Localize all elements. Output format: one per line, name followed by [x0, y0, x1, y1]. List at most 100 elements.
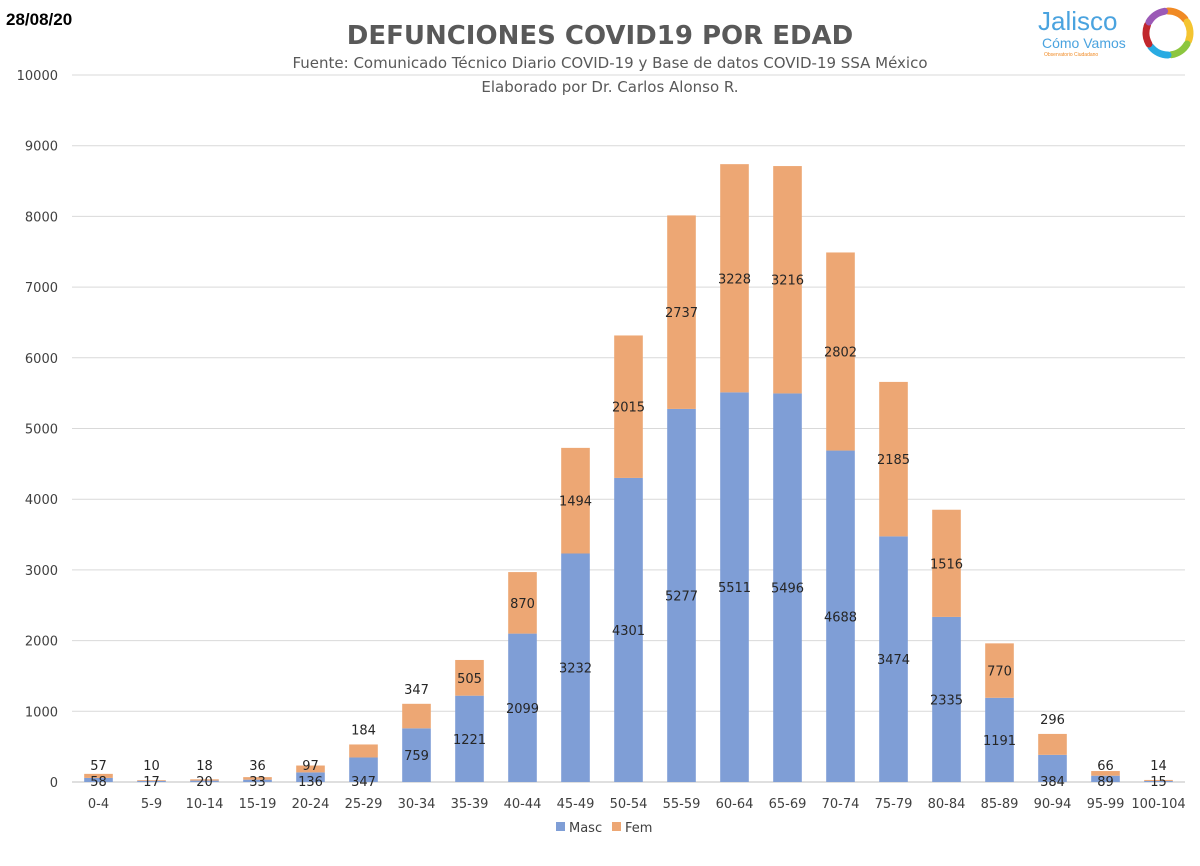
data-label-fem: 2185	[877, 453, 910, 468]
y-tick-label: 2000	[25, 635, 58, 650]
bar-fem	[402, 703, 431, 729]
bar-masc	[137, 780, 166, 782]
legend: Masc Fem	[556, 821, 652, 836]
bar-fem	[137, 780, 166, 781]
bar-masc	[561, 553, 590, 782]
data-label-masc: 1221	[453, 733, 486, 748]
bar-masc	[879, 536, 908, 782]
logo-ring-segment	[1145, 7, 1169, 26]
y-tick-label: 3000	[25, 564, 58, 579]
x-tick-label: 25-29	[345, 797, 383, 812]
chart-subtitle-author: Elaborado por Dr. Carlos Alonso R.	[481, 78, 738, 96]
bar-masc	[667, 408, 696, 782]
bar-fem	[826, 252, 855, 451]
y-tick-label: 0	[50, 776, 58, 791]
data-label-fem: 296	[1040, 713, 1065, 728]
data-label-masc: 347	[351, 775, 376, 790]
logo-ring-segment	[1167, 40, 1191, 59]
data-label-masc: 3474	[877, 653, 910, 668]
bar-masc	[614, 477, 643, 782]
data-label-masc: 5511	[718, 581, 751, 596]
x-tick-label: 0-4	[88, 797, 109, 812]
legend-label: Fem	[625, 821, 652, 836]
legend-label: Masc	[569, 821, 602, 836]
bar-masc	[985, 697, 1014, 782]
bar-masc	[1038, 754, 1067, 782]
logo-ring-segment	[1164, 7, 1189, 23]
data-label-masc: 58	[90, 775, 107, 790]
jalisco-como-vamos-logo: Jalisco Cómo Vamos Observatorio Ciudadan…	[1038, 6, 1194, 59]
x-tick-label: 85-89	[981, 797, 1019, 812]
bar-fem	[508, 572, 537, 634]
bar-fem	[773, 166, 802, 394]
logo-ring-segment	[1147, 43, 1172, 59]
data-label-masc: 759	[404, 749, 429, 764]
bar-masc	[1091, 775, 1120, 782]
x-tick-label: 50-54	[610, 797, 648, 812]
y-tick-label: 7000	[25, 281, 58, 296]
data-label-fem: 57	[90, 759, 107, 774]
bar-fem	[243, 777, 272, 780]
data-label-fem: 184	[351, 723, 376, 738]
legend-swatch	[556, 822, 565, 831]
bar-masc	[508, 633, 537, 782]
x-tick-label: 30-34	[398, 797, 436, 812]
y-tick-label: 5000	[25, 423, 58, 438]
y-tick-label: 9000	[25, 140, 58, 155]
data-label-masc: 384	[1040, 775, 1065, 790]
bar-fem	[1091, 771, 1120, 776]
chart-subtitle: Fuente: Comunicado Técnico Diario COVID-…	[292, 54, 927, 72]
bar-fem	[1144, 779, 1173, 781]
bar-fem	[720, 164, 749, 393]
bar-masc	[932, 616, 961, 782]
data-label-masc: 17	[143, 775, 160, 790]
bar-masc	[190, 780, 219, 782]
x-tick-label: 20-24	[292, 797, 330, 812]
data-label-masc: 15	[1150, 775, 1167, 790]
x-axis: 0-4 5-9 10-14 15-19 20-24 25-29 30-34 35-39 40-4…	[88, 797, 1186, 812]
logo-small-text: Observatorio Ciudadano	[1044, 52, 1098, 58]
x-tick-label: 15-19	[239, 797, 277, 812]
data-label-fem: 770	[987, 665, 1012, 680]
data-label-fem: 2015	[612, 401, 645, 416]
date-label: 28/08/20	[6, 10, 73, 29]
bar-masc	[296, 772, 325, 782]
x-tick-label: 80-84	[928, 797, 966, 812]
bar-fem	[614, 335, 643, 478]
bar-masc	[455, 695, 484, 782]
y-tick-label: 6000	[25, 352, 58, 367]
bar-fem	[932, 509, 961, 617]
legend-swatch	[612, 822, 621, 831]
data-label-masc: 136	[298, 775, 323, 790]
x-tick-label: 70-74	[822, 797, 860, 812]
data-label-fem: 2802	[824, 346, 857, 361]
x-tick-label: 90-94	[1034, 797, 1072, 812]
data-label-masc: 89	[1097, 775, 1114, 790]
data-label-masc: 5277	[665, 589, 698, 604]
data-label-fem: 1516	[930, 557, 963, 572]
data-label-masc: 5496	[771, 582, 804, 597]
bar-fem	[190, 779, 219, 781]
bar-masc	[826, 450, 855, 782]
chart-title: DEFUNCIONES COVID19 POR EDAD	[347, 21, 854, 51]
data-label-fem: 14	[1150, 759, 1167, 774]
data-label-fem: 870	[510, 597, 535, 612]
data-label-fem: 36	[249, 759, 266, 774]
bar-fem	[296, 765, 325, 773]
logo-ring-segment	[1183, 18, 1194, 45]
data-label-fem: 505	[457, 672, 482, 687]
x-tick-label: 75-79	[875, 797, 913, 812]
bar-fem	[561, 447, 590, 554]
x-tick-label: 5-9	[141, 797, 162, 812]
data-label-fem: 66	[1097, 759, 1114, 774]
data-label-fem: 2737	[665, 306, 698, 321]
data-label-masc: 3232	[559, 662, 592, 677]
x-tick-label: 60-64	[716, 797, 754, 812]
data-label-masc: 33	[249, 775, 266, 790]
data-label-fem: 1494	[559, 495, 592, 510]
bar-fem	[879, 381, 908, 537]
x-tick-label: 45-49	[557, 797, 595, 812]
logo-ring-icon	[1142, 7, 1194, 59]
bar-masc	[243, 779, 272, 782]
